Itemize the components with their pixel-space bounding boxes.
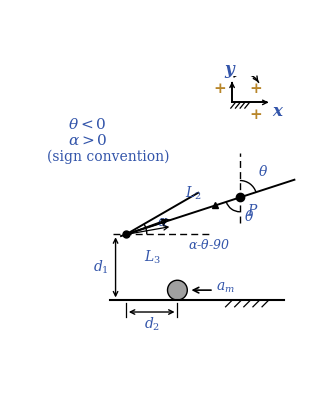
Text: $\theta$: $\theta$ bbox=[258, 164, 268, 179]
Text: x: x bbox=[272, 103, 282, 120]
Text: $a_m$: $a_m$ bbox=[216, 281, 235, 295]
Text: $d_2$: $d_2$ bbox=[143, 316, 160, 333]
Text: +: + bbox=[213, 82, 226, 97]
Text: $L_3$: $L_3$ bbox=[143, 249, 161, 266]
Text: $\theta < 0$: $\theta < 0$ bbox=[68, 117, 107, 132]
Text: P: P bbox=[247, 204, 257, 218]
Text: (sign convention): (sign convention) bbox=[47, 150, 170, 164]
Text: +: + bbox=[249, 108, 262, 122]
Text: $\alpha$-$\theta$-90: $\alpha$-$\theta$-90 bbox=[188, 238, 230, 252]
Text: $\theta$: $\theta$ bbox=[244, 209, 254, 225]
Text: $\alpha$: $\alpha$ bbox=[157, 215, 168, 229]
Text: +: + bbox=[249, 82, 262, 97]
Text: $\alpha >0$: $\alpha >0$ bbox=[68, 133, 108, 148]
Text: $d_1$: $d_1$ bbox=[93, 258, 109, 276]
Text: $L_2$: $L_2$ bbox=[184, 184, 201, 202]
Text: y: y bbox=[224, 61, 234, 79]
Circle shape bbox=[168, 280, 187, 300]
